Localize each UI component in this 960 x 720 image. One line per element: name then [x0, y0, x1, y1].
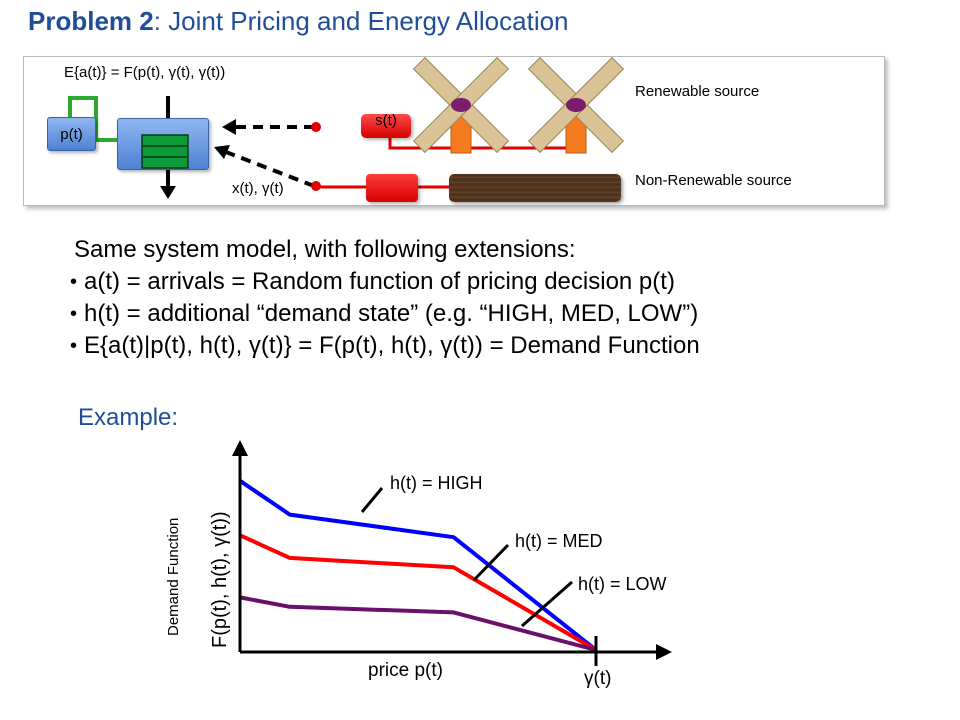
label-pointer-high — [360, 487, 384, 513]
y-axis-secondary-label: Demand Function — [165, 518, 182, 636]
renewable-control-arrow-head — [222, 119, 236, 135]
series-line-high — [238, 479, 598, 652]
nonrenewable-control-arrow-head — [214, 145, 230, 159]
nonrenewable-source-label: Non-Renewable source — [635, 172, 792, 189]
bullet-list: a(t) = arrivals = Random function of pri… — [70, 266, 700, 362]
example-label: Example: — [78, 404, 179, 431]
departure-arrow-head — [160, 186, 176, 199]
body-text: Same system model, with following extens… — [70, 234, 700, 362]
series-label-high: h(t) = HIGH — [390, 473, 483, 493]
slide-title: Problem 2: Joint Pricing and Energy Allo… — [28, 6, 569, 37]
label-pointer-med — [472, 543, 510, 582]
allocation-label: x(t), γ(t) — [232, 180, 284, 197]
renewable-source-label: Renewable source — [635, 83, 760, 100]
body-heading: Same system model, with following extens… — [74, 236, 576, 263]
renewable-box-label: s(t) — [375, 112, 397, 129]
power-plant-icon — [449, 174, 621, 202]
windmill-1-icon — [412, 56, 510, 154]
price-box: p(t) — [47, 117, 96, 151]
expected-arrivals-label: E{a(t)} = F(p(t), γ(t), γ(t)) — [64, 64, 226, 81]
x-tick-label: γ(t) — [584, 668, 611, 689]
price-box-label: p(t) — [60, 125, 83, 143]
title-prefix: Problem 2 — [28, 6, 154, 36]
renewable-storage-box: s(t) — [361, 112, 411, 138]
windmill-2-icon — [527, 56, 625, 154]
label-pointer-low — [521, 580, 573, 628]
x-axis-label: price p(t) — [368, 660, 443, 681]
series-line-med — [239, 533, 598, 652]
price-link-line — [68, 96, 124, 142]
renewable-node — [311, 122, 321, 132]
nonrenewable-box — [366, 174, 418, 202]
bullet-item: E{a(t)|p(t), h(t), γ(t)} = F(p(t), h(t),… — [70, 330, 700, 362]
series-label-med: h(t) = MED — [515, 531, 603, 551]
series-line-low — [239, 595, 597, 652]
y-axis-label: F(p(t), h(t), γ(t)) — [209, 511, 231, 648]
series-label-low: h(t) = LOW — [578, 574, 667, 594]
title-rest: : Joint Pricing and Energy Allocation — [153, 6, 569, 36]
y-axis-arrow — [232, 440, 248, 456]
queue-icon — [141, 134, 189, 169]
bullet-item: h(t) = additional “demand state” (e.g. “… — [70, 298, 700, 330]
x-axis-arrow — [656, 644, 672, 660]
bullet-item: a(t) = arrivals = Random function of pri… — [70, 266, 700, 298]
queue-box — [117, 118, 209, 170]
